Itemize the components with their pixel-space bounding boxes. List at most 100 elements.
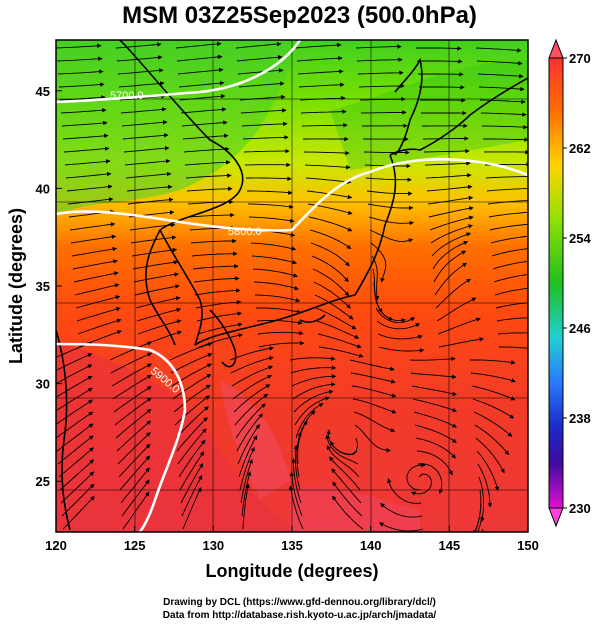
streamline: [117, 68, 164, 75]
streamline: [176, 54, 223, 62]
colorbar-max-triangle: [548, 38, 564, 59]
streamline: [66, 184, 113, 192]
streamline: [474, 502, 482, 532]
streamline: [431, 232, 472, 257]
streamline: [477, 463, 493, 508]
streamline: [176, 417, 208, 452]
streamline: [192, 263, 239, 270]
streamline: [118, 81, 165, 88]
streamline: [122, 133, 169, 140]
streamline: [56, 56, 103, 62]
streamline: [119, 455, 151, 491]
streamline: [120, 107, 167, 114]
streamline: [236, 54, 283, 62]
streamline: [410, 372, 457, 380]
streamline: [429, 215, 474, 231]
streamline: [56, 353, 93, 372]
streamline: [295, 403, 324, 439]
streamline: [350, 372, 396, 384]
streamline: [413, 411, 457, 428]
streamline: [132, 260, 179, 270]
streamline: [486, 188, 528, 192]
streamline: [256, 320, 303, 325]
streamline: [473, 411, 513, 437]
streamline: [172, 374, 212, 400]
streamline: [479, 99, 526, 104]
streamline: [363, 150, 410, 155]
streamline: [477, 515, 483, 532]
streamline: [318, 346, 364, 358]
streamline: [305, 177, 352, 185]
streamline: [198, 333, 243, 348]
streamline: [481, 124, 528, 130]
streamline: [237, 423, 260, 465]
x-tick-label: 150: [517, 538, 539, 553]
streamline: [71, 246, 118, 257]
streamline: [173, 384, 211, 413]
x-axis: 120 125 130 135 140 145 150: [45, 526, 539, 553]
streamline: [423, 148, 470, 154]
height-contours: [56, 40, 528, 532]
streamline: [356, 57, 403, 62]
streamline: [72, 259, 118, 270]
streamline: [499, 346, 528, 349]
streamline: [355, 44, 402, 49]
streamline: [252, 268, 299, 278]
streamline: [134, 284, 180, 296]
streamline: [58, 82, 105, 88]
streamline: [292, 382, 336, 400]
streamline: [435, 278, 472, 309]
contour-label-5800: 5800.0: [228, 226, 262, 238]
streamline: [109, 341, 152, 361]
streamline: [470, 359, 516, 365]
streamline: [478, 476, 485, 523]
streamline: [137, 319, 182, 335]
streamline: [179, 451, 205, 491]
streamline: [485, 174, 528, 179]
streamline: [332, 481, 363, 517]
streamline: [360, 110, 407, 115]
streamline: [56, 375, 93, 398]
streamline: [352, 398, 397, 414]
colorbar-label: 254: [569, 231, 591, 246]
streamline: [185, 173, 232, 179]
streamline: [133, 272, 180, 283]
streamline: [425, 173, 472, 179]
y-tick-label: 30: [36, 377, 50, 392]
credits-drawing: Drawing by DCL (https://www.gfd-dennou.o…: [163, 597, 436, 608]
streamline: [243, 148, 290, 154]
streamline: [56, 364, 93, 385]
streamline: [416, 46, 462, 51]
streamline: [376, 320, 421, 330]
streamline: [476, 60, 523, 66]
streamline: [488, 211, 528, 218]
streamline: [497, 332, 528, 335]
streamline: [250, 242, 297, 251]
streamline: [62, 133, 109, 140]
colorbar-label: 246: [569, 321, 591, 336]
streamline: [325, 434, 359, 465]
streamline: [496, 317, 528, 322]
streamline: [122, 491, 150, 530]
streamline: [77, 318, 122, 335]
y-tick-label: 25: [36, 474, 50, 489]
streamline: [179, 93, 226, 101]
streamline: [235, 403, 266, 439]
streamline: [295, 42, 342, 49]
streamline: [332, 495, 364, 530]
streamline: [180, 107, 227, 114]
colorbar-label: 238: [569, 411, 591, 426]
streamline: [351, 385, 397, 398]
streamline: [186, 186, 233, 192]
streamline: [178, 80, 225, 88]
credits: Drawing by DCL (https://www.gfd-dennou.o…: [0, 596, 599, 622]
streamline: [477, 73, 524, 79]
streamline: [75, 295, 121, 309]
streamline: [353, 411, 396, 433]
streamline: [63, 146, 110, 153]
streamline: [365, 177, 412, 182]
streamline: [288, 485, 304, 530]
streamline: [125, 171, 172, 179]
streamline: [247, 190, 293, 195]
streamline: [296, 56, 343, 62]
